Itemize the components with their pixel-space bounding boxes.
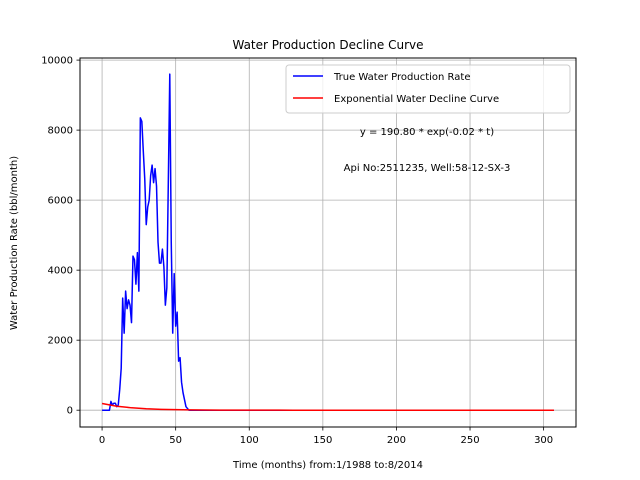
annotation-equation: y = 190.80 * exp(-0.02 * t) [360, 127, 494, 138]
y-tick-label: 4000 [48, 266, 73, 277]
y-tick-label: 0 [67, 406, 73, 417]
x-tick-label: 100 [240, 435, 259, 446]
y-tick-label: 10000 [41, 56, 73, 67]
annotation-well-info: Api No:2511235, Well:58-12-SX-3 [344, 163, 511, 174]
x-tick-label: 300 [534, 435, 553, 446]
x-tick-label: 200 [387, 435, 406, 446]
series-line-exponential-decline [101, 402, 554, 411]
plot-area-frame [79, 57, 577, 428]
x-ticks: 0 50 100 150 200 250 300 [99, 427, 553, 446]
x-axis-label: Time (months) from:1/1988 to:8/2014 [232, 460, 423, 471]
y-tick-label: 8000 [48, 126, 73, 137]
grid [80, 58, 576, 427]
x-tick-label: 50 [169, 435, 182, 446]
legend-box [285, 64, 571, 114]
y-tick-label: 2000 [48, 336, 73, 347]
legend-label-true-rate: True Water Production Rate [333, 72, 470, 83]
series-layer [101, 73, 554, 411]
y-tick-label: 6000 [48, 196, 73, 207]
legend-label-exponential: Exponential Water Decline Curve [334, 94, 499, 105]
x-tick-label: 250 [460, 435, 479, 446]
x-tick-label: 0 [99, 435, 105, 446]
y-ticks: 0 2000 4000 6000 8000 10000 [41, 56, 80, 417]
y-axis-label: Water Production Rate (bbl/month) [9, 156, 20, 330]
x-tick-label: 150 [313, 435, 332, 446]
legend: True Water Production Rate Exponential W… [285, 64, 571, 114]
chart-title: Water Production Decline Curve [232, 38, 423, 52]
